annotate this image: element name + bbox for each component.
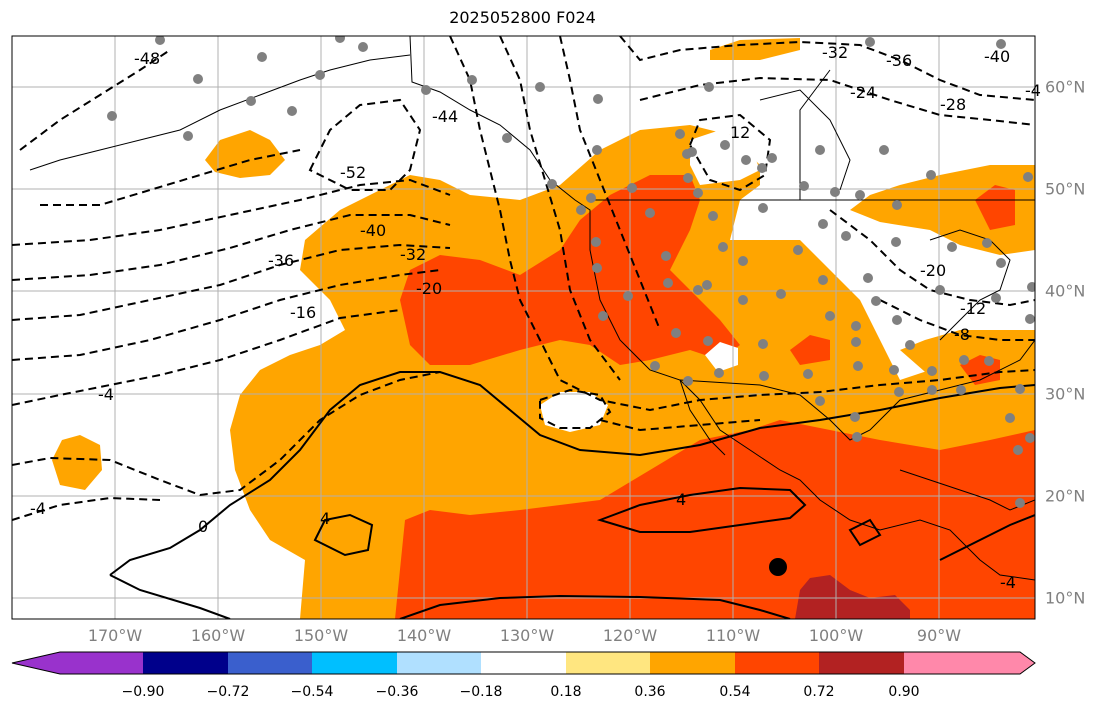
lon-label: 120°W (602, 626, 658, 645)
colorbar-tick-label: −0.36 (375, 684, 419, 700)
colorbar-tick-label: 0.54 (719, 684, 751, 700)
station-points (107, 36, 1035, 508)
lon-label: 90°W (916, 626, 962, 645)
contour-label: -4 (98, 385, 114, 404)
colorbar-segment (819, 652, 904, 674)
contour-label: -4 (1000, 573, 1016, 592)
lon-label: 170°W (87, 626, 143, 645)
coastlines (29, 36, 1035, 581)
contour-label: -40 (984, 47, 1010, 66)
colorbar-outline (11, 651, 1036, 675)
dashed-contours (12, 36, 1035, 521)
unshaded-areas (540, 130, 760, 432)
contour-label: -24 (850, 83, 876, 102)
contour-label: -20 (920, 261, 946, 280)
contour-label: -8 (954, 325, 970, 344)
contour-label: -16 (290, 303, 316, 322)
map-title: 2025052800 F024 (449, 8, 596, 27)
lon-label: 100°W (808, 626, 864, 645)
contour-label: -28 (940, 95, 966, 114)
contour-label: -32 (400, 245, 426, 264)
lat-label: 20°N (1045, 486, 1086, 506)
contour-label: -52 (340, 163, 366, 182)
colorbar-segment (735, 652, 819, 674)
contour-label: -48 (134, 49, 160, 68)
colorbar-tick-label: 0.90 (888, 684, 920, 700)
graticule (12, 36, 1035, 619)
lat-label: 30°N (1045, 384, 1086, 404)
lon-label: 140°W (396, 626, 452, 645)
colorbar-tick-label: 0.72 (803, 684, 835, 700)
contour-label: 4 (676, 490, 686, 509)
contour-label: -36 (886, 51, 912, 70)
lat-label: 40°N (1045, 281, 1086, 301)
solid-contours (109, 371, 1035, 619)
colorbar-tick-label: 0.18 (550, 684, 582, 700)
contour-label: -32 (822, 43, 848, 62)
colorbar-segment (481, 652, 566, 674)
colorbar (11, 651, 1036, 675)
shading-0.54-0.72 (395, 175, 1035, 619)
lon-label: 130°W (499, 626, 555, 645)
contour-label: -12 (960, 299, 986, 318)
shading-0.72-0.90 (795, 575, 910, 619)
contour-label: -4 (30, 499, 46, 518)
contour-label: -4 (1025, 81, 1041, 100)
colorbar-segment (312, 652, 397, 674)
colorbar-tick-label: 0.36 (634, 684, 666, 700)
lat-label: 50°N (1045, 179, 1086, 199)
lon-label: 160°W (190, 626, 246, 645)
lat-label: 10°N (1045, 588, 1086, 608)
contour-label: -44 (432, 107, 458, 126)
contour-label-group: -48 -52 -44 -40 -36 -32 -20 -16 -4 -4 -4… (30, 43, 1041, 592)
colorbar-tick-label: −0.18 (459, 684, 503, 700)
colorbar-tick-label: −0.72 (206, 684, 250, 700)
colorbar-segment (650, 652, 735, 674)
contour-label: -40 (360, 221, 386, 240)
colorbar-extend-high (904, 652, 1035, 674)
contour-label: 4 (320, 509, 330, 528)
contour-label: 0 (198, 517, 208, 536)
location-marker (769, 558, 787, 576)
colorbar-tick-label: −0.54 (290, 684, 334, 700)
colorbar-segment (566, 652, 650, 674)
colorbar-segment (60, 652, 143, 674)
contour-label: -36 (268, 251, 294, 270)
lon-label: 110°W (705, 626, 761, 645)
colorbar-segment (397, 652, 481, 674)
colorbar-segment (143, 652, 228, 674)
contour-label: 12 (730, 123, 750, 142)
map-frame (11, 35, 1036, 620)
contour-label: -20 (416, 279, 442, 298)
colorbar-extend-low (12, 652, 60, 674)
lon-label: 150°W (293, 626, 349, 645)
lat-label: 60°N (1045, 77, 1086, 97)
colorbar-segment (228, 652, 312, 674)
colorbar-tick-label: −0.90 (121, 684, 165, 700)
